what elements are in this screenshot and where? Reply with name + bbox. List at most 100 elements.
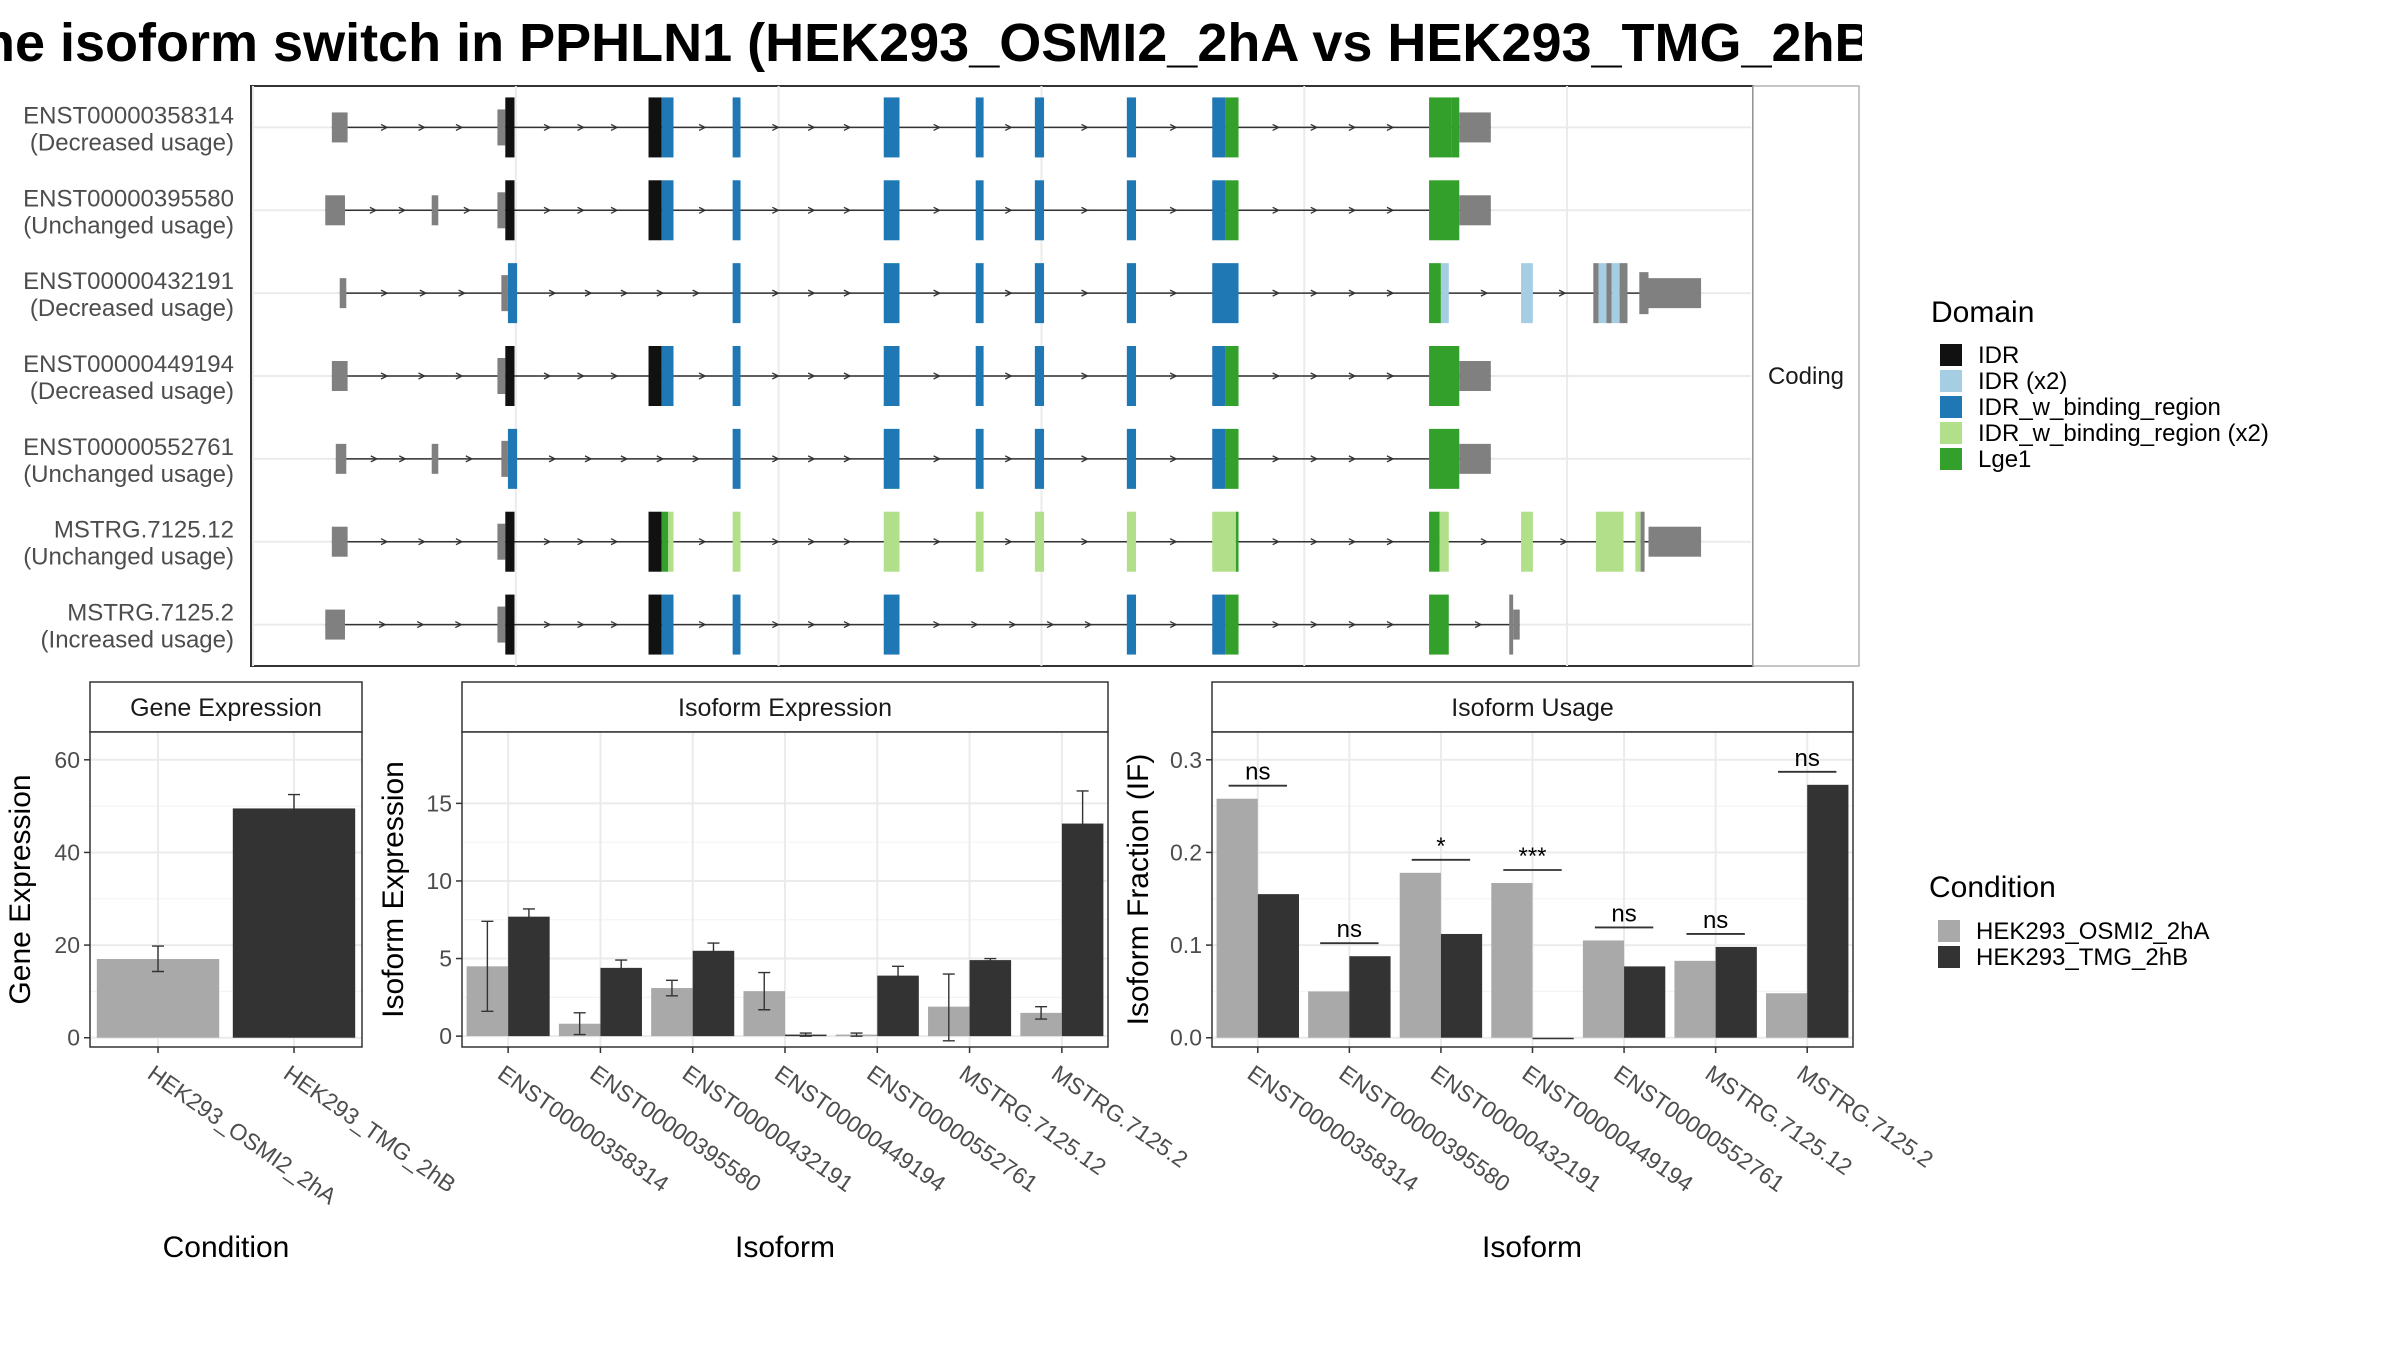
intron-arrow [656,455,665,463]
bar [1674,960,1716,1038]
intron-arrow [1310,123,1319,132]
bar [1308,991,1350,1038]
transcript-id-label: ENST00000358314 [23,102,234,129]
exon-block [732,511,741,572]
error-bar [1076,790,1089,857]
exon-block [883,346,900,406]
exon-block [497,523,506,560]
x-tick-label: ENST00000432191 [678,1060,858,1197]
legend-domain-title: Domain [1931,296,2034,329]
intron-arrow [369,206,378,214]
intron-arrow [1004,206,1013,214]
exon-block [1212,97,1226,158]
intron-arrow [610,372,619,380]
exon-block [648,511,662,572]
y-tick-label: 40 [54,839,80,865]
exon-block [507,263,518,324]
exon-block [1126,511,1137,572]
exon-block [1635,511,1641,572]
intron-arrow [577,123,585,132]
exon-block [1521,263,1533,324]
intron-arrow [577,206,585,214]
bar [1440,933,1483,1038]
intron-arrow [1348,123,1357,132]
intron-arrow [1272,289,1281,297]
exon-block [975,263,984,324]
intron-arrow [1386,289,1395,297]
chart-title: Isoform Usage [1451,694,1614,722]
exon-block [1034,346,1045,406]
exon-block [1429,97,1452,158]
x-tick-label: ENST00000449194 [770,1060,951,1197]
bar [1582,940,1625,1038]
intron-arrow [807,206,816,214]
legend-swatch [1940,448,1962,470]
transcript-id-label: MSTRG.7125.12 [54,517,234,544]
intron-arrow [933,289,942,297]
exon-block [501,440,508,477]
intron-arrow [1081,206,1089,214]
exon-block [1451,97,1460,158]
intron-arrow [416,620,425,629]
intron-arrow [698,206,707,214]
error-bar [799,1032,812,1037]
intron-arrow [398,206,407,214]
intron-arrow [1081,455,1089,463]
bar [1715,946,1757,1038]
exon-block [1225,180,1239,241]
x-tick-label: ENST00000449194 [1518,1060,1699,1197]
intron-arrow [1348,289,1357,297]
exon-block [501,275,508,312]
exon-block [1598,263,1607,324]
exon-block [339,278,347,309]
x-tick-label: ENST00000552761 [1609,1060,1789,1197]
legend-swatch [1940,396,1962,418]
intron-arrow [1310,455,1319,463]
exon-block [883,97,900,158]
intron-arrow [970,620,979,629]
intron-arrow [584,455,593,463]
exon-block [331,361,348,391]
exon-block [1439,511,1449,572]
significance-label: ns [1611,900,1636,927]
intron-arrow [398,455,407,463]
y-tick-label: 0.3 [1170,747,1202,773]
legend-label: IDR_w_binding_region (x2) [1978,420,2269,447]
structure-facet-strip [1752,85,1860,667]
transcript-usage-label: (Unchanged usage) [23,212,234,239]
significance-label: ns [1245,759,1270,786]
transcript-row [335,428,1491,489]
exon-block [1648,278,1702,309]
chart-title: Gene Expression [130,694,322,722]
intron-arrow [692,289,701,297]
x-tick-label: ENST00000358314 [493,1060,674,1197]
legend-swatch [1940,344,1962,366]
error-bar [707,942,720,960]
exon-block [1034,511,1045,572]
intron-arrow [577,620,585,629]
significance-label: * [1436,833,1445,860]
exon-block [497,606,506,643]
intron-arrow [1386,123,1395,132]
exon-block [648,180,662,241]
intron-arrow [933,372,942,380]
exon-block [883,428,900,489]
y-tick-label: 20 [54,932,80,958]
exon-block [668,511,674,572]
intron-arrow [1480,538,1489,546]
y-tick-label: 0.1 [1170,932,1202,958]
intron-arrow [1169,538,1178,546]
exon-block [505,346,515,406]
intron-arrow [463,206,472,214]
exon-block [497,109,506,146]
intron-arrow [698,372,707,380]
error-bar [892,965,905,986]
exon-block [331,526,348,557]
exon-block [1595,511,1624,572]
intron-arrow [380,289,389,297]
x-tick-label: ENST00000552761 [862,1060,1042,1197]
y-tick-label: 60 [54,747,80,773]
intron-arrow [1310,372,1319,380]
